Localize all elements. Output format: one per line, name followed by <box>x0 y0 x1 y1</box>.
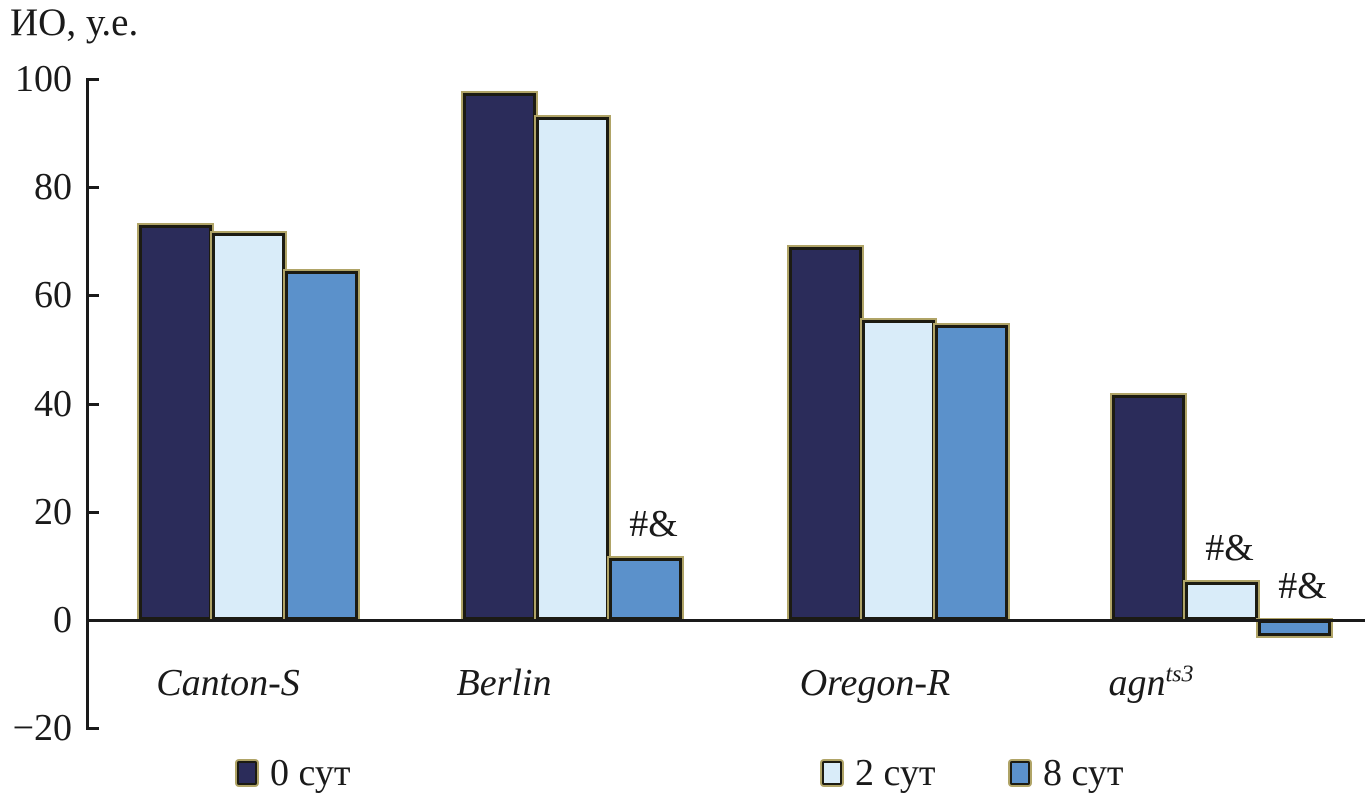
x-axis-baseline <box>86 619 1365 622</box>
y-axis-tick <box>86 186 99 190</box>
bar-Oregon-R-8сут <box>935 325 1008 620</box>
y-axis-tick <box>86 402 99 406</box>
legend-item-2сут: 2 сут <box>822 753 935 793</box>
y-axis-tick-label: 100 <box>15 58 72 100</box>
y-axis-title: ИО, у.е. <box>10 1 139 44</box>
y-axis-tick-label: 60 <box>34 274 72 317</box>
y-axis-tick-label: 20 <box>34 490 72 533</box>
bar-Berlin-2сут <box>536 116 609 620</box>
legend-item-0сут: 0 сут <box>237 753 350 793</box>
y-axis-tick <box>86 294 99 298</box>
bar-Oregon-R-2сут <box>862 319 935 620</box>
legend-label: 0 сут <box>270 752 351 794</box>
y-axis-line <box>86 79 89 728</box>
bar-Canton-S-0сут <box>139 225 212 620</box>
bar-agn-8сут <box>1258 620 1331 637</box>
bar-Canton-S-2сут <box>212 233 285 620</box>
y-axis-tick <box>86 727 99 731</box>
legend-swatch <box>1010 761 1030 785</box>
significance-annotation: #& <box>1278 565 1327 607</box>
bar-Oregon-R-0сут <box>789 246 862 620</box>
category-label-superscript: ts3 <box>1165 661 1194 688</box>
bar-Berlin-8сут <box>609 557 682 620</box>
bar-Berlin-0сут <box>463 92 536 620</box>
y-axis-tick-label: 40 <box>34 382 72 425</box>
bar-agn-2сут <box>1185 582 1258 620</box>
y-axis-tick <box>86 510 99 514</box>
significance-annotation: #& <box>1205 527 1254 570</box>
bar-Canton-S-8сут <box>285 271 358 620</box>
y-axis-tick-label: −20 <box>12 707 72 750</box>
y-axis-tick-label: 0 <box>53 599 72 641</box>
y-axis-tick-label: 80 <box>34 166 72 209</box>
legend-label: 8 сут <box>1043 752 1124 794</box>
legend-swatch <box>822 761 842 785</box>
bar-agn-0сут <box>1112 395 1185 620</box>
category-label: Berlin <box>456 662 552 704</box>
category-label: Oregon-R <box>799 662 951 704</box>
legend-label: 2 сут <box>855 752 936 794</box>
legend-item-8сут: 8 сут <box>1010 753 1123 793</box>
category-label: agnts3 <box>1108 661 1194 704</box>
category-label: Canton-S <box>156 662 300 704</box>
significance-annotation: #& <box>629 502 678 545</box>
legend-swatch <box>237 761 257 785</box>
y-axis-tick <box>86 78 99 81</box>
